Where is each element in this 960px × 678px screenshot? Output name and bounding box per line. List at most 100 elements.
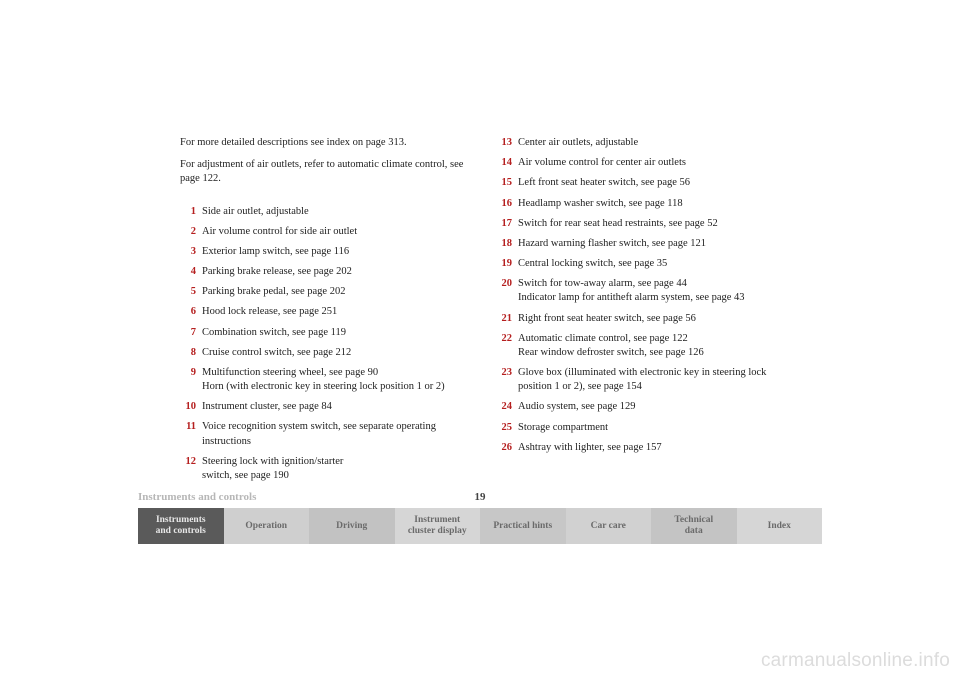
item-number: 2	[180, 225, 202, 239]
list-item: 16Headlamp washer switch, see page 118	[496, 197, 780, 211]
tab-driving[interactable]: Driving	[309, 508, 395, 544]
list-item: 14Air volume control for center air outl…	[496, 156, 780, 170]
item-number: 12	[180, 455, 202, 483]
spacer	[180, 195, 464, 205]
item-description: Central locking switch, see page 35	[518, 257, 780, 271]
right-column: 13Center air outlets, adjustable14Air vo…	[496, 136, 780, 489]
list-item: 4Parking brake release, see page 202	[180, 265, 464, 279]
item-number: 17	[496, 217, 518, 231]
tab-operation[interactable]: Operation	[224, 508, 310, 544]
content-columns: For more detailed descriptions see index…	[180, 136, 780, 489]
item-description: Left front seat heater switch, see page …	[518, 176, 780, 190]
intro-line-1: For more detailed descriptions see index…	[180, 136, 464, 150]
right-list: 13Center air outlets, adjustable14Air vo…	[496, 136, 780, 455]
list-item: 26Ashtray with lighter, see page 157	[496, 441, 780, 455]
item-number: 11	[180, 420, 202, 448]
item-number: 22	[496, 332, 518, 360]
item-number: 7	[180, 326, 202, 340]
item-number: 21	[496, 312, 518, 326]
list-item: 19Central locking switch, see page 35	[496, 257, 780, 271]
list-item: 25Storage compartment	[496, 421, 780, 435]
item-number: 1	[180, 205, 202, 219]
list-item: 7Combination switch, see page 119	[180, 326, 464, 340]
list-item: 21Right front seat heater switch, see pa…	[496, 312, 780, 326]
list-item: 20Switch for tow-away alarm, see page 44…	[496, 277, 780, 305]
item-description: Air volume control for side air outlet	[202, 225, 464, 239]
item-description: Exterior lamp switch, see page 116	[202, 245, 464, 259]
tab-index[interactable]: Index	[737, 508, 823, 544]
item-description: Multifunction steering wheel, see page 9…	[202, 366, 464, 394]
list-item: 6Hood lock release, see page 251	[180, 305, 464, 319]
item-description: Automatic climate control, see page 122 …	[518, 332, 780, 360]
item-description: Steering lock with ignition/starter swit…	[202, 455, 464, 483]
intro-block: For more detailed descriptions see index…	[180, 136, 464, 187]
list-item: 23Glove box (illuminated with electronic…	[496, 366, 780, 394]
item-number: 24	[496, 400, 518, 414]
item-number: 6	[180, 305, 202, 319]
list-item: 12Steering lock with ignition/starter sw…	[180, 455, 464, 483]
item-description: Combination switch, see page 119	[202, 326, 464, 340]
item-number: 14	[496, 156, 518, 170]
list-item: 10Instrument cluster, see page 84	[180, 400, 464, 414]
item-description: Cruise control switch, see page 212	[202, 346, 464, 360]
item-description: Instrument cluster, see page 84	[202, 400, 464, 414]
list-item: 18Hazard warning flasher switch, see pag…	[496, 237, 780, 251]
item-description: Center air outlets, adjustable	[518, 136, 780, 150]
list-item: 1Side air outlet, adjustable	[180, 205, 464, 219]
tab-technical-data[interactable]: Technical data	[651, 508, 737, 544]
footer-line: Instruments and controls 19	[138, 491, 822, 503]
item-description: Glove box (illuminated with electronic k…	[518, 366, 780, 394]
item-number: 19	[496, 257, 518, 271]
item-number: 16	[496, 197, 518, 211]
tab-instrument-cluster-display[interactable]: Instrument cluster display	[395, 508, 481, 544]
page-number: 19	[138, 491, 822, 503]
list-item: 8Cruise control switch, see page 212	[180, 346, 464, 360]
item-description: Parking brake pedal, see page 202	[202, 285, 464, 299]
list-item: 17Switch for rear seat head restraints, …	[496, 217, 780, 231]
item-number: 23	[496, 366, 518, 394]
item-number: 10	[180, 400, 202, 414]
item-description: Audio system, see page 129	[518, 400, 780, 414]
list-item: 15Left front seat heater switch, see pag…	[496, 176, 780, 190]
list-item: 9Multifunction steering wheel, see page …	[180, 366, 464, 394]
item-number: 4	[180, 265, 202, 279]
item-description: Air volume control for center air outlet…	[518, 156, 780, 170]
item-number: 18	[496, 237, 518, 251]
section-tabs: Instruments and controlsOperationDriving…	[138, 508, 822, 544]
list-item: 11Voice recognition system switch, see s…	[180, 420, 464, 448]
manual-page: For more detailed descriptions see index…	[0, 0, 960, 678]
tab-instruments-and-controls[interactable]: Instruments and controls	[138, 508, 224, 544]
item-number: 8	[180, 346, 202, 360]
item-description: Switch for rear seat head restraints, se…	[518, 217, 780, 231]
item-description: Side air outlet, adjustable	[202, 205, 464, 219]
item-description: Hazard warning flasher switch, see page …	[518, 237, 780, 251]
item-number: 13	[496, 136, 518, 150]
left-column: For more detailed descriptions see index…	[180, 136, 464, 489]
item-description: Storage compartment	[518, 421, 780, 435]
item-description: Parking brake release, see page 202	[202, 265, 464, 279]
watermark-text: carmanualsonline.info	[761, 650, 950, 672]
item-description: Right front seat heater switch, see page…	[518, 312, 780, 326]
item-number: 20	[496, 277, 518, 305]
intro-line-2: For adjustment of air outlets, refer to …	[180, 158, 464, 186]
list-item: 24Audio system, see page 129	[496, 400, 780, 414]
list-item: 22Automatic climate control, see page 12…	[496, 332, 780, 360]
item-description: Voice recognition system switch, see sep…	[202, 420, 464, 448]
tab-practical-hints[interactable]: Practical hints	[480, 508, 566, 544]
item-number: 3	[180, 245, 202, 259]
list-item: 13Center air outlets, adjustable	[496, 136, 780, 150]
item-description: Switch for tow-away alarm, see page 44 I…	[518, 277, 780, 305]
list-item: 3Exterior lamp switch, see page 116	[180, 245, 464, 259]
item-description: Headlamp washer switch, see page 118	[518, 197, 780, 211]
list-item: 2Air volume control for side air outlet	[180, 225, 464, 239]
item-number: 9	[180, 366, 202, 394]
tab-car-care[interactable]: Car care	[566, 508, 652, 544]
item-number: 25	[496, 421, 518, 435]
item-description: Hood lock release, see page 251	[202, 305, 464, 319]
item-number: 26	[496, 441, 518, 455]
item-description: Ashtray with lighter, see page 157	[518, 441, 780, 455]
left-list: 1Side air outlet, adjustable2Air volume …	[180, 205, 464, 484]
item-number: 5	[180, 285, 202, 299]
list-item: 5Parking brake pedal, see page 202	[180, 285, 464, 299]
item-number: 15	[496, 176, 518, 190]
